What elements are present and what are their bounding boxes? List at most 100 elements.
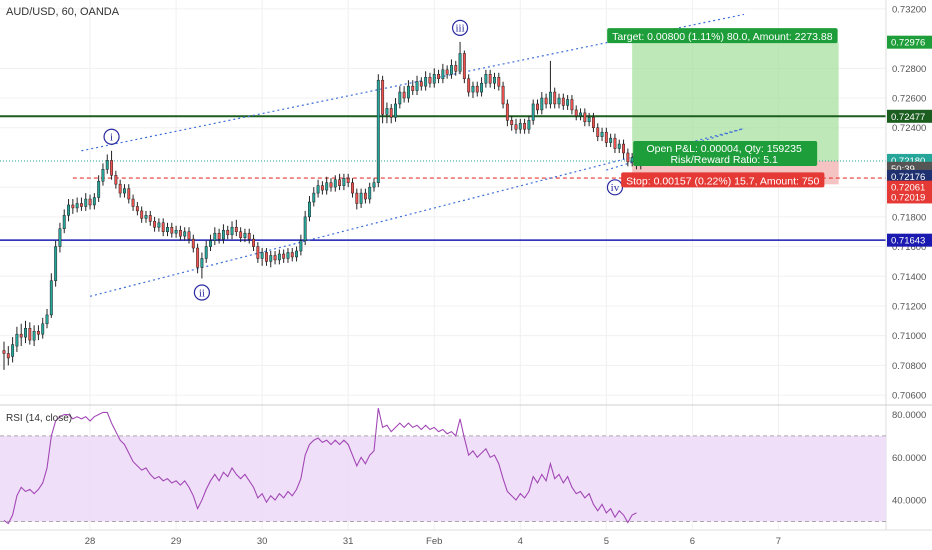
candle <box>574 105 578 121</box>
wave-label-iv: iv <box>606 179 624 196</box>
candle <box>209 234 212 252</box>
time-tick-label: 7 <box>776 536 781 547</box>
candle <box>204 240 208 263</box>
candle <box>548 60 552 109</box>
candle <box>398 86 402 109</box>
price-tick-label: 0.72600 <box>892 94 926 105</box>
candle <box>79 197 83 211</box>
price-tick-label: 0.71200 <box>892 301 926 312</box>
candle <box>75 197 79 213</box>
price-tick-label: 0.73200 <box>892 4 926 15</box>
candle <box>32 325 36 347</box>
candle <box>191 234 195 253</box>
symbol-title: AUD/USD, 60, OANDA <box>6 6 120 18</box>
candle <box>355 188 359 210</box>
candle <box>493 72 496 90</box>
target-box: Target: 0.00800 (1.11%) 80.0, Amount: 22… <box>607 28 838 43</box>
candle <box>282 249 286 263</box>
candle <box>67 199 70 222</box>
candle <box>110 150 114 180</box>
candle <box>243 228 247 243</box>
candle <box>458 41 462 75</box>
candle <box>62 209 66 234</box>
candle <box>148 210 152 226</box>
candle <box>531 99 535 125</box>
candle <box>226 225 230 240</box>
time-tick-label: 6 <box>690 536 695 547</box>
candle <box>609 133 613 148</box>
candle <box>286 248 290 263</box>
candle <box>394 98 397 122</box>
price-tick-label: 0.71800 <box>892 212 926 223</box>
candle <box>488 69 492 88</box>
candle <box>196 243 200 274</box>
price-tag: 0.72176 <box>887 169 932 183</box>
rsi-tick-label: 80.0000 <box>892 410 926 421</box>
time-tick-label: 30 <box>257 536 268 547</box>
candle <box>497 72 501 91</box>
candle <box>221 224 225 244</box>
candle <box>58 222 62 253</box>
candle <box>359 188 363 208</box>
price-tag-label: 0.71643 <box>891 236 925 247</box>
candle <box>308 196 311 222</box>
candle <box>596 123 600 142</box>
candle <box>363 188 367 204</box>
wave-label-iii: iii <box>451 19 469 36</box>
candle <box>213 227 217 246</box>
time-axis[interactable]: 28 29 30 31 Feb 4 5 6 7 <box>85 536 781 547</box>
candle <box>153 216 157 232</box>
candle <box>372 178 376 192</box>
candle <box>41 317 45 339</box>
price-tag-label: 0.72976 <box>891 38 925 49</box>
candle <box>411 80 415 96</box>
candle <box>71 199 75 214</box>
candle <box>316 179 320 198</box>
candle <box>84 193 88 211</box>
open-pnl-box: Open P&L: 0.00004, Qty: 159235 Risk/Rewa… <box>633 141 818 167</box>
candle <box>553 87 557 109</box>
candle <box>510 115 514 131</box>
candle <box>174 225 178 238</box>
candle <box>131 194 135 211</box>
candle <box>523 118 527 134</box>
rsi-title: RSI (14, close) <box>6 413 72 424</box>
candle <box>536 99 539 115</box>
candle <box>2 341 6 370</box>
candlestick-series <box>2 41 643 370</box>
candle <box>351 178 354 198</box>
candle <box>19 323 23 347</box>
candle <box>617 139 621 153</box>
candle <box>480 77 484 97</box>
price-tag-label: 50:39 <box>891 164 915 175</box>
candle <box>187 227 191 244</box>
candle <box>299 234 303 256</box>
candle <box>346 173 350 188</box>
price-tag-label: 0.72180 <box>891 156 925 167</box>
price-tick-label: 0.71600 <box>892 242 926 253</box>
price-tag: 0.71643 <box>887 233 932 247</box>
price-axis[interactable]: 0.732000.728000.726000.724000.720000.718… <box>892 4 926 401</box>
candle <box>269 251 273 268</box>
rsi-tick-label: 40.0000 <box>892 496 926 507</box>
candle <box>49 273 53 318</box>
candle <box>105 154 109 174</box>
candle <box>144 210 148 223</box>
candle <box>402 86 406 103</box>
candle <box>230 221 234 240</box>
price-tag: 0.72976 <box>887 35 932 49</box>
candle <box>247 228 251 244</box>
candle <box>467 74 471 97</box>
target-label: Target: 0.00800 (1.11%) 80.0, Amount: 22… <box>612 31 833 43</box>
candle <box>36 325 40 341</box>
candle <box>329 178 333 192</box>
candle <box>290 248 294 262</box>
time-tick-label: 4 <box>518 536 523 547</box>
candle <box>252 234 255 252</box>
wave-label-i: i <box>103 128 120 145</box>
open-pnl-label: Open P&L: 0.00004, Qty: 159235 <box>647 143 802 155</box>
candle <box>406 80 410 103</box>
candle <box>566 95 570 110</box>
price-tag-label: 0.72477 <box>891 112 925 123</box>
